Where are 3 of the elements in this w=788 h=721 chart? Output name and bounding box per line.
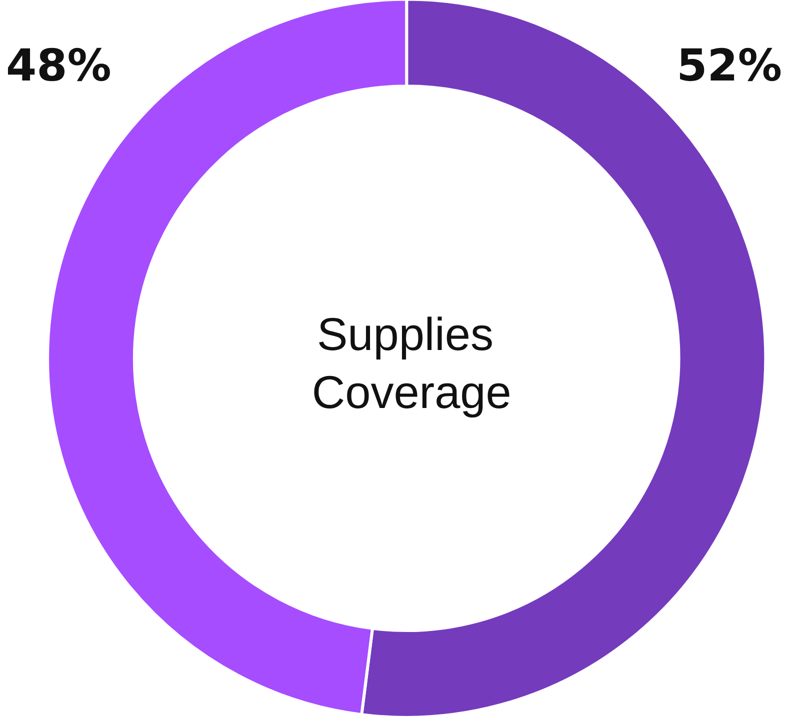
data-label: 48% xyxy=(6,40,112,92)
data-label: 52% xyxy=(676,40,782,92)
text: Supplies Coverage xyxy=(312,308,512,418)
